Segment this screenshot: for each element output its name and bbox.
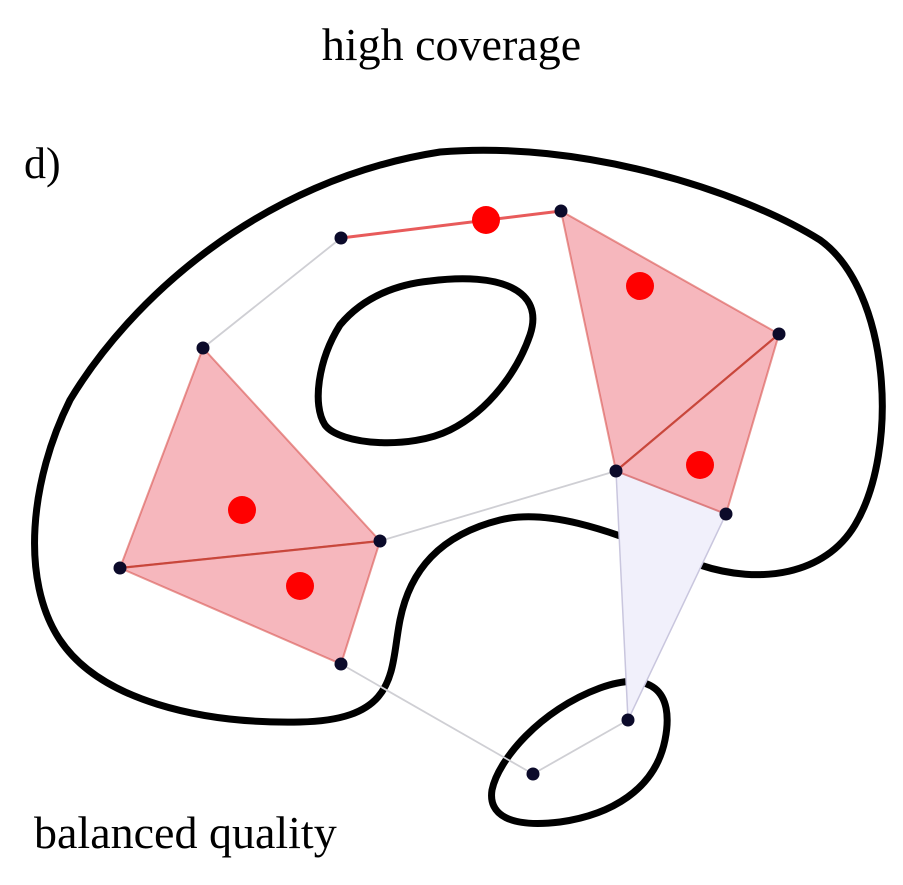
marker-right-lower: [686, 451, 714, 479]
left-triangle-upper: [118, 346, 383, 570]
vertex: [526, 767, 540, 781]
vertex: [621, 713, 635, 727]
bottom-label: balanced quality: [34, 807, 337, 858]
outer-boundary: [31, 146, 886, 726]
marker-top-edge: [472, 206, 500, 234]
marker-right-upper: [626, 272, 654, 300]
top-selected-edge: [340, 209, 562, 240]
vertex: [554, 204, 568, 218]
vertex: [772, 327, 786, 341]
inner-hole: [314, 275, 537, 447]
right-shared-edge: [615, 333, 780, 472]
graph-edges: [202, 237, 629, 775]
small-component: [488, 678, 671, 827]
vertex: [113, 561, 127, 575]
vertex: [334, 657, 348, 671]
vertex: [373, 534, 387, 548]
panel-label: d): [24, 139, 61, 188]
vertex: [609, 464, 623, 478]
selection-markers: [228, 206, 714, 600]
top-label: high coverage: [321, 19, 582, 70]
vertex: [196, 341, 210, 355]
vertex: [719, 507, 733, 521]
graph-vertices: [113, 204, 786, 781]
vertex: [334, 231, 348, 245]
marker-left-upper: [228, 496, 256, 524]
marker-left-lower: [286, 572, 314, 600]
left-shared-edge: [119, 539, 381, 570]
